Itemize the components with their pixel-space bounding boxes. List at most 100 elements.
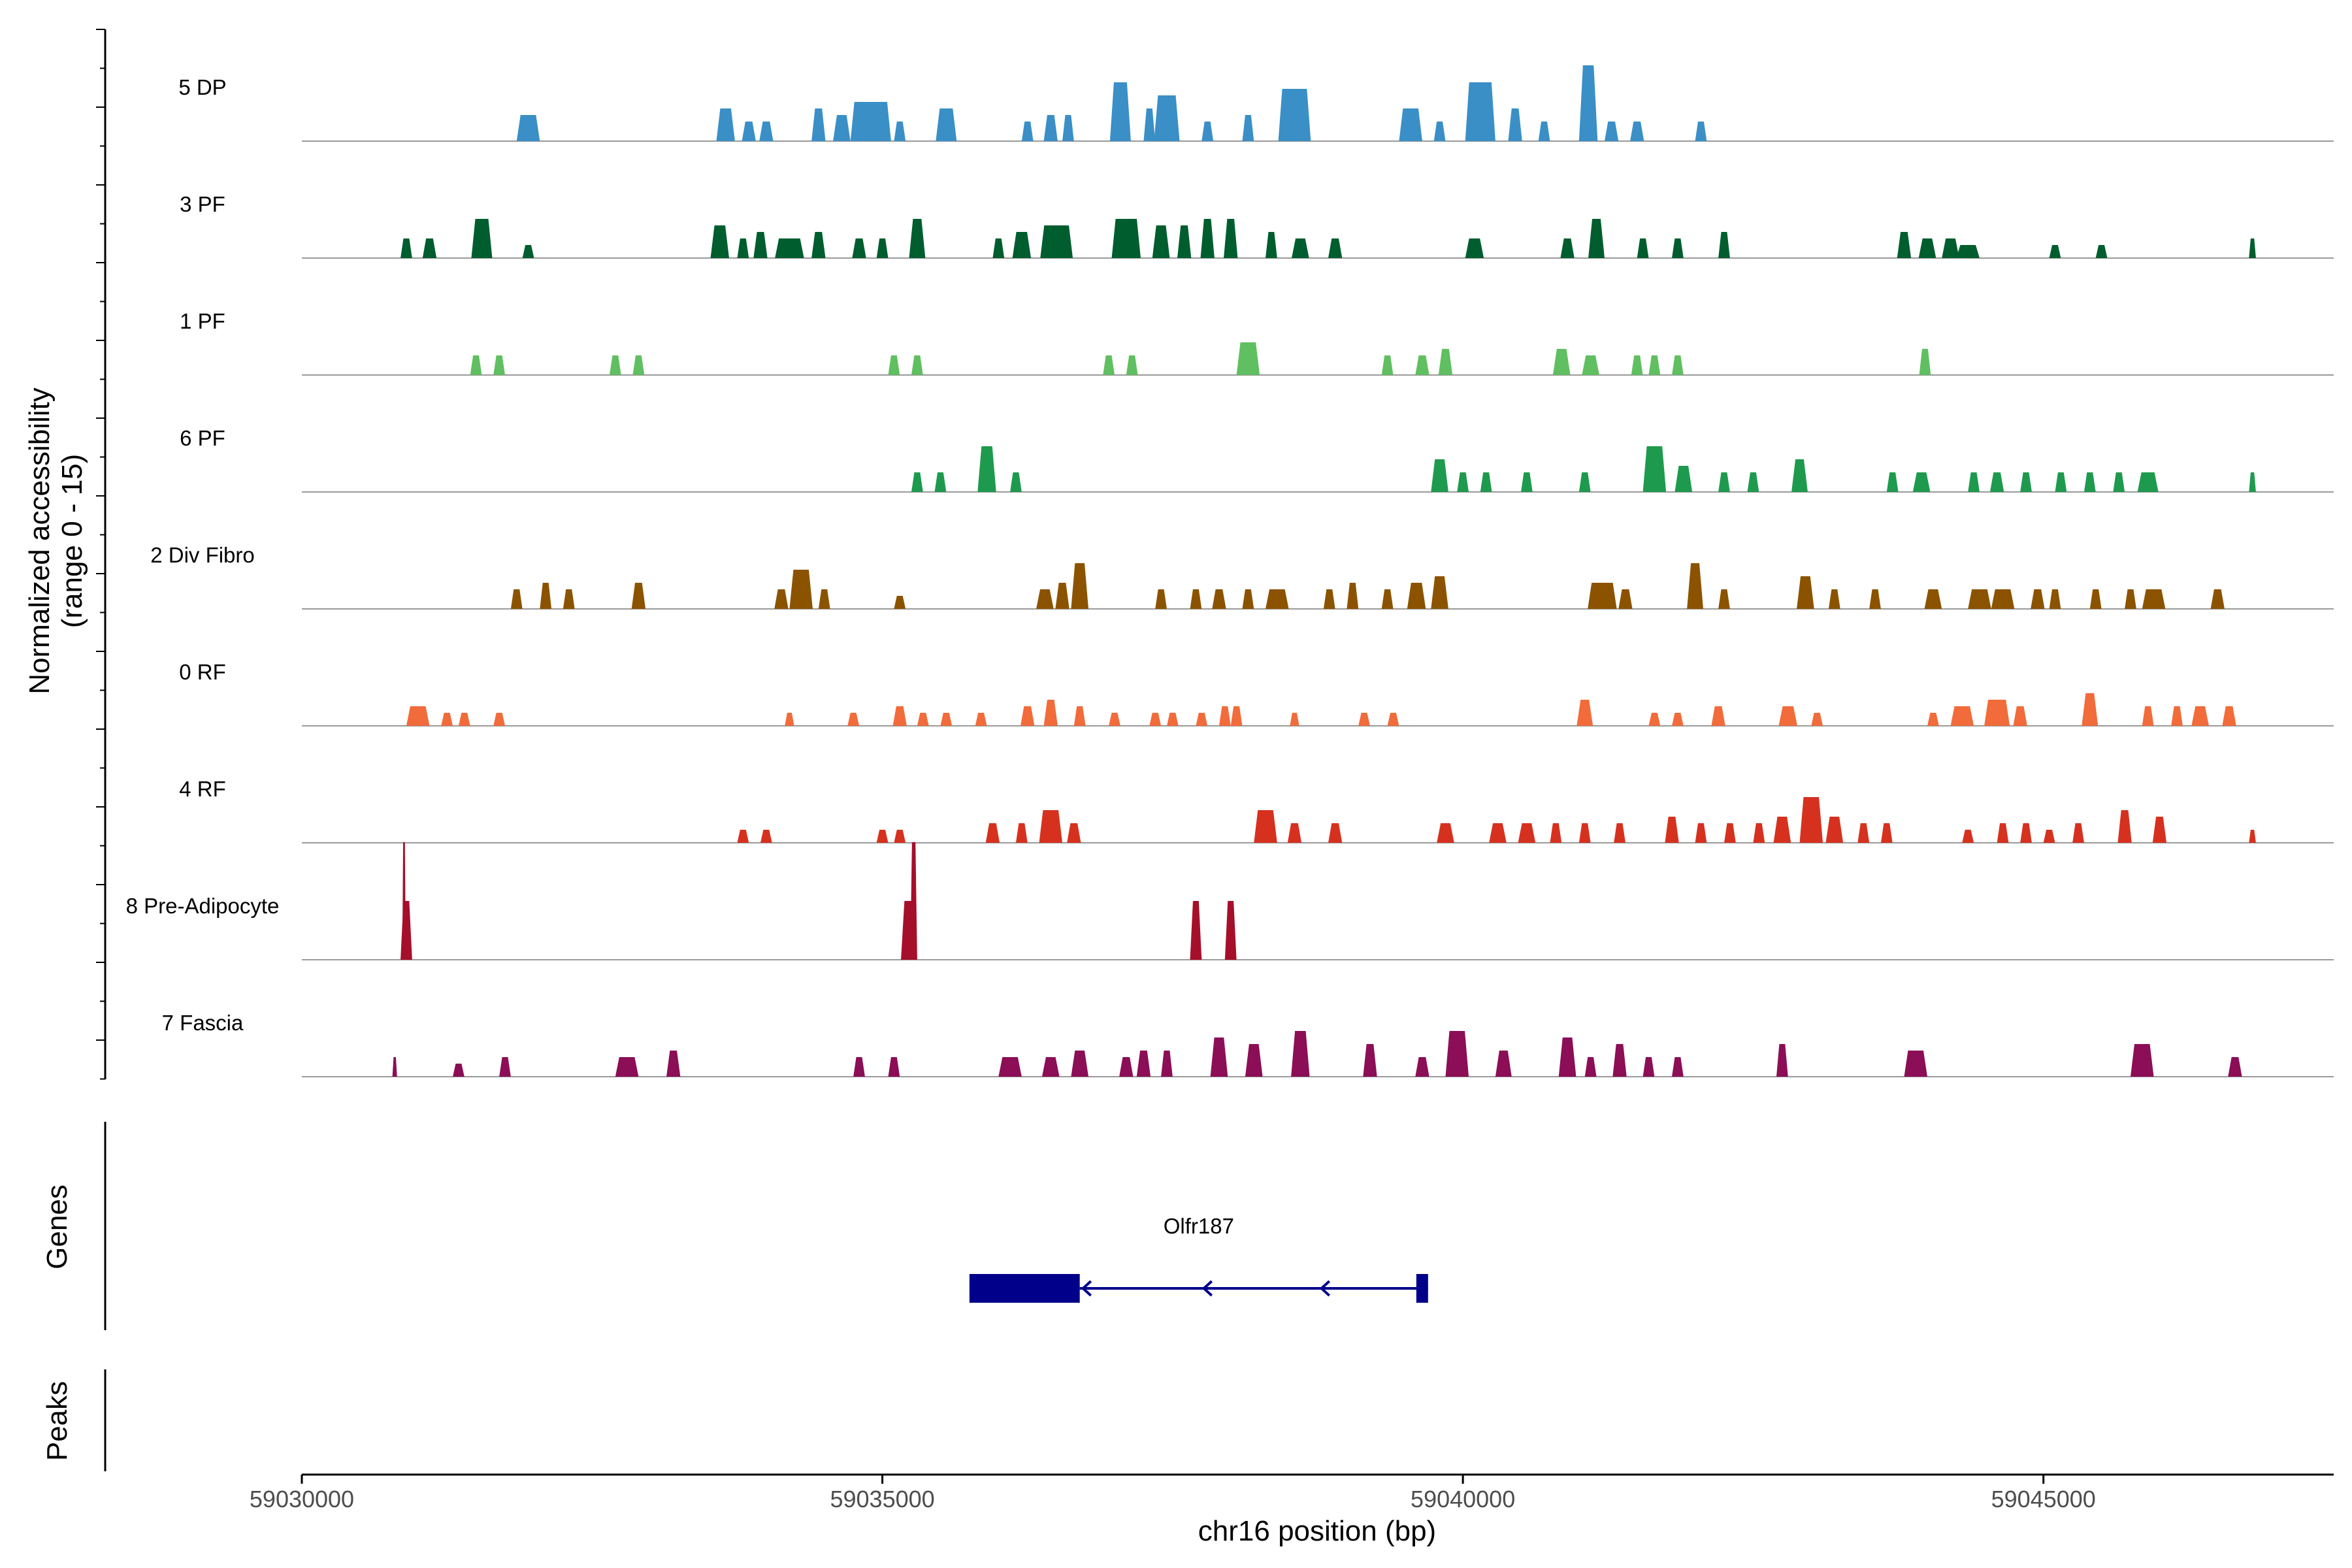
coverage-peak bbox=[911, 355, 923, 375]
coverage-peak bbox=[894, 596, 906, 609]
coverage-peak bbox=[2142, 706, 2154, 726]
coverage-peak bbox=[888, 1057, 900, 1077]
coverage-peak bbox=[1521, 472, 1533, 492]
coverage-peak bbox=[1071, 563, 1089, 609]
coverage-peak bbox=[540, 583, 552, 609]
coverage-peak bbox=[1588, 583, 1617, 609]
coverage-y-axis bbox=[96, 29, 106, 1080]
coverage-peak bbox=[1968, 589, 1991, 609]
coverage-peak bbox=[1415, 1057, 1429, 1077]
genes-panel: Olfr187 bbox=[104, 1122, 1428, 1330]
coverage-peak bbox=[1242, 115, 1254, 141]
coverage-peak bbox=[1718, 472, 1730, 492]
coverage-peak bbox=[1111, 219, 1141, 258]
coverage-peak bbox=[1674, 466, 1693, 492]
coverage-peak bbox=[2113, 472, 2125, 492]
coverage-peak bbox=[1358, 713, 1370, 726]
coverage-peak bbox=[710, 225, 729, 258]
coverage-peak bbox=[1495, 1051, 1512, 1077]
coverage-peak bbox=[1825, 817, 1844, 843]
coverage-peak bbox=[1254, 810, 1277, 843]
coverage-peak bbox=[888, 355, 900, 375]
coverage-peak bbox=[1747, 472, 1759, 492]
coverage-peak bbox=[1918, 238, 1936, 258]
coverage-peak bbox=[934, 472, 947, 492]
coverage-peak bbox=[471, 219, 493, 258]
coverage-peak bbox=[1578, 823, 1591, 843]
track-1-pf: 1 PF bbox=[180, 309, 2334, 376]
coverage-peak bbox=[1612, 1044, 1627, 1077]
coverage-peak bbox=[975, 713, 987, 726]
track-3-pf: 3 PF bbox=[180, 192, 2334, 259]
coverage-peak bbox=[737, 830, 749, 843]
coverage-peak bbox=[1665, 817, 1679, 843]
coverage-peak bbox=[1039, 810, 1063, 843]
coverage-peak bbox=[909, 219, 926, 258]
coverage-peak bbox=[1109, 82, 1131, 141]
coverage-peak bbox=[1155, 589, 1167, 609]
coverage-peak bbox=[1154, 95, 1180, 141]
coverage-peak bbox=[666, 1051, 681, 1077]
coverage-peak bbox=[1040, 225, 1073, 258]
coverage-peak bbox=[1648, 355, 1661, 375]
coverage-peak bbox=[1126, 355, 1138, 375]
coverage-peak bbox=[2152, 817, 2167, 843]
coverage-peak bbox=[1631, 355, 1643, 375]
coverage-peak bbox=[1437, 823, 1454, 843]
coverage-peak bbox=[737, 238, 749, 258]
coverage-peak bbox=[1136, 1051, 1151, 1077]
coverage-peak bbox=[1230, 706, 1243, 726]
coverage-peak bbox=[1508, 108, 1522, 141]
coverage-peak bbox=[1328, 238, 1343, 258]
coverage-peak bbox=[742, 122, 756, 141]
coverage-peak bbox=[1642, 1057, 1655, 1077]
coverage-peak bbox=[894, 830, 906, 843]
coverage-peak bbox=[2055, 472, 2067, 492]
coverage-peak bbox=[2142, 589, 2166, 609]
coverage-peak bbox=[1021, 122, 1034, 141]
coverage-peak bbox=[1828, 589, 1840, 609]
coverage-peak bbox=[2210, 589, 2225, 609]
coverage-peak bbox=[1043, 115, 1058, 141]
coverage-peak bbox=[2249, 238, 2256, 258]
coverage-peak bbox=[2222, 706, 2236, 726]
coverage-peak bbox=[1886, 472, 1899, 492]
coverage-peak bbox=[1672, 355, 1684, 375]
coverage-peak bbox=[1799, 797, 1823, 843]
coverage-peak bbox=[1672, 713, 1684, 726]
coverage-peak bbox=[1445, 1031, 1469, 1077]
coverage-peak bbox=[1242, 589, 1254, 609]
coverage-peak bbox=[2249, 472, 2256, 492]
coverage-peak bbox=[1177, 225, 1192, 258]
coverage-peak bbox=[1201, 122, 1214, 141]
gene-olfr187: Olfr187 bbox=[969, 1214, 1428, 1303]
coverage-peak bbox=[1381, 355, 1394, 375]
coverage-peak bbox=[1012, 232, 1032, 258]
coverage-peak bbox=[1550, 823, 1562, 843]
coverage-peak bbox=[631, 583, 646, 609]
coverage-peak bbox=[1196, 713, 1208, 726]
coverage-peak bbox=[1290, 713, 1299, 726]
coverage-peak bbox=[1109, 713, 1120, 726]
coverage-peak bbox=[1036, 589, 1054, 609]
coverage-peak bbox=[1687, 563, 1704, 609]
track-label: 6 PF bbox=[180, 426, 225, 450]
track-label: 5 DP bbox=[178, 75, 226, 99]
coverage-peak bbox=[1695, 122, 1707, 141]
coverage-peak bbox=[1399, 108, 1422, 141]
gene-exon bbox=[969, 1274, 1080, 1303]
coverage-peak bbox=[1997, 823, 2009, 843]
coverage-peak bbox=[1292, 238, 1309, 258]
coverage-peak bbox=[811, 232, 826, 258]
x-tick-label: 59045000 bbox=[1991, 1486, 2096, 1512]
x-axis: 59030000 59035000 59040000 59045000 bbox=[250, 1473, 2334, 1512]
coverage-peak bbox=[775, 238, 804, 258]
coverage-peak bbox=[2020, 472, 2032, 492]
coverage-peak bbox=[985, 823, 1000, 843]
coverage-peak bbox=[609, 355, 621, 375]
coverage-peak bbox=[1190, 901, 1202, 960]
coverage-peak bbox=[632, 355, 645, 375]
coverage-peak bbox=[1291, 1031, 1310, 1077]
coverage-peak bbox=[1857, 823, 1870, 843]
track-label: 8 Pre-Adipocyte bbox=[126, 894, 280, 918]
